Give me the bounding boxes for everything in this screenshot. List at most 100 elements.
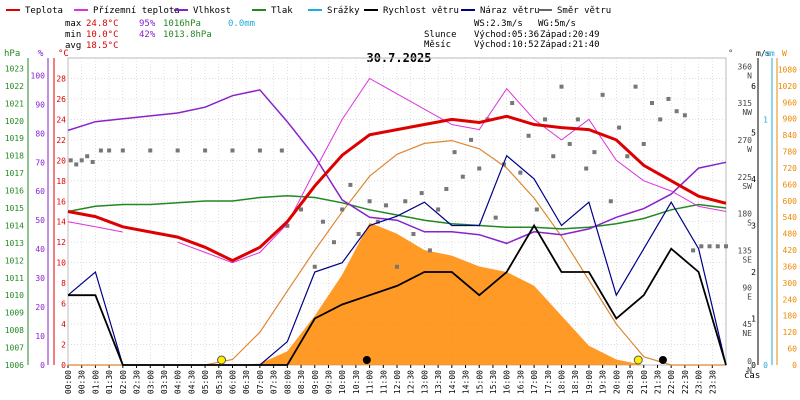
- wind-direction-point: [403, 199, 408, 204]
- mm-tick-1: 1: [763, 115, 768, 124]
- stats-min-label: min: [65, 30, 81, 40]
- wind-direction-point: [641, 141, 646, 146]
- stats-max-rain: 0.0mm: [228, 19, 255, 29]
- percent-tick-2: 20: [35, 303, 45, 312]
- legend-label-2: Vlhkost: [193, 6, 231, 16]
- wind-direction-point: [452, 150, 457, 155]
- stats-panel: max 24.8°C 95% 1016hPa 0.0mm min 10.0°C …: [65, 19, 600, 51]
- hpa-tick-11: 1017: [5, 169, 24, 178]
- moon-marker-0: [362, 356, 371, 364]
- x-tick-label-29: 14:30: [462, 370, 471, 394]
- mm-tick-0: 0: [763, 361, 768, 370]
- direction-name-3: SE: [742, 255, 752, 264]
- x-tick-label-20: 10:00: [338, 370, 347, 394]
- wind-direction-point: [230, 148, 235, 153]
- wind-direction-point: [649, 101, 654, 106]
- x-tick-label-32: 16:00: [503, 370, 512, 394]
- hpa-tick-4: 1010: [5, 291, 24, 300]
- hpa-tick-6: 1012: [5, 256, 24, 265]
- wind-direction-point: [469, 137, 474, 142]
- sun-rise: Východ:05:36: [474, 30, 539, 40]
- wind-direction-point: [107, 148, 112, 153]
- stats-max-pres: 1016hPa: [163, 19, 201, 29]
- w-tick-2: 120: [783, 328, 798, 337]
- stats-max-hum: 95%: [139, 19, 156, 29]
- direction-tick-2: 90: [742, 283, 752, 292]
- stats-min-pres: 1013.8hPa: [163, 30, 212, 40]
- hpa-tick-3: 1009: [5, 309, 24, 318]
- direction-tick-4: 180: [738, 210, 753, 219]
- hpa-tick-8: 1014: [5, 221, 24, 230]
- wind-direction-point: [320, 219, 325, 224]
- celsius-tick-4: 8: [61, 279, 66, 288]
- wind-direction-point: [395, 264, 399, 269]
- legend-label-1: Přízemní teplota: [93, 6, 180, 16]
- wind-speed-info: WS:2.3m/s: [474, 19, 523, 29]
- x-tick-label-1: 00:30: [78, 370, 87, 394]
- legend: Teplota Přízemní teplota Vlhkost Tlak Srážky…: [6, 6, 611, 16]
- wind-direction-point: [148, 148, 153, 153]
- x-tick-label-25: 12:30: [407, 370, 416, 394]
- direction-tick-6: 270: [738, 136, 753, 145]
- w-tick-13: 780: [783, 148, 798, 157]
- series-solar-radiation: [68, 222, 726, 365]
- percent-tick-7: 70: [35, 158, 45, 167]
- stats-avg-temp: 18.5°C: [86, 41, 119, 51]
- wind-direction-point: [367, 199, 372, 204]
- x-tick-label-26: 13:00: [420, 370, 429, 394]
- x-tick-label-3: 01:30: [105, 370, 114, 394]
- wind-direction-point: [625, 154, 630, 159]
- mm-axis-label: mm: [765, 49, 775, 58]
- wind-direction-point: [633, 84, 638, 89]
- x-tick-label-15: 07:30: [270, 370, 279, 394]
- ms-tick-6: 6: [751, 82, 756, 91]
- percent-axis-label: %: [38, 49, 44, 59]
- percent-tick-6: 60: [35, 187, 45, 196]
- x-tick-label-34: 17:00: [530, 370, 539, 394]
- moon-rise: Východ:10:52: [474, 40, 539, 50]
- wind-direction-point: [85, 154, 90, 159]
- x-tick-label-9: 04:30: [187, 370, 196, 394]
- w-tick-17: 1020: [778, 82, 797, 91]
- w-tick-6: 360: [783, 262, 798, 271]
- x-tick-label-16: 08:00: [283, 370, 292, 394]
- legend-label-0: Teplota: [25, 6, 63, 16]
- wind-gust-info: WG:5m/s: [538, 19, 576, 29]
- w-tick-18: 1080: [778, 65, 797, 74]
- wind-direction-point: [567, 141, 572, 146]
- wind-direction-point: [691, 248, 696, 253]
- series-layer: [67, 77, 728, 366]
- percent-tick-10: 100: [31, 71, 46, 80]
- ms-tick-5: 5: [751, 128, 756, 137]
- wind-direction-point: [68, 158, 73, 163]
- stats-max-label: max: [65, 19, 82, 29]
- wind-direction-point: [299, 207, 304, 212]
- axes: 00:00 00:30 01:00 01:30 02:00 02:30 03:00 03:30…: [4, 49, 797, 394]
- celsius-tick-13: 26: [56, 95, 66, 104]
- wind-direction-point: [98, 148, 103, 153]
- celsius-tick-2: 4: [61, 320, 66, 329]
- wind-direction-point: [674, 109, 679, 114]
- celsius-tick-0: 0: [61, 361, 66, 370]
- x-tick-label-41: 20:30: [626, 370, 635, 394]
- hpa-axis-label: hPa: [4, 49, 20, 59]
- series-ground-temperature: [67, 77, 727, 264]
- percent-tick-1: 10: [35, 332, 45, 341]
- wind-direction-point: [175, 148, 180, 153]
- hpa-tick-7: 1013: [5, 239, 24, 248]
- sun-marker-0: [217, 355, 227, 365]
- series-pressure: [67, 195, 727, 230]
- x-tick-label-36: 18:00: [558, 370, 567, 394]
- wind-direction-point: [707, 244, 712, 249]
- celsius-axis-label: °C: [58, 49, 69, 59]
- w-tick-7: 420: [783, 246, 798, 255]
- moon-label: Měsíc: [424, 40, 451, 50]
- x-tick-label-45: 22:30: [681, 370, 690, 394]
- wind-direction-point: [658, 117, 663, 122]
- wind-direction-point: [699, 244, 704, 249]
- hpa-tick-2: 1008: [5, 326, 24, 335]
- celsius-tick-10: 20: [56, 156, 66, 165]
- direction-name-5: SW: [742, 182, 752, 191]
- percent-tick-3: 30: [35, 274, 45, 283]
- direction-tick-7: 315: [738, 99, 753, 108]
